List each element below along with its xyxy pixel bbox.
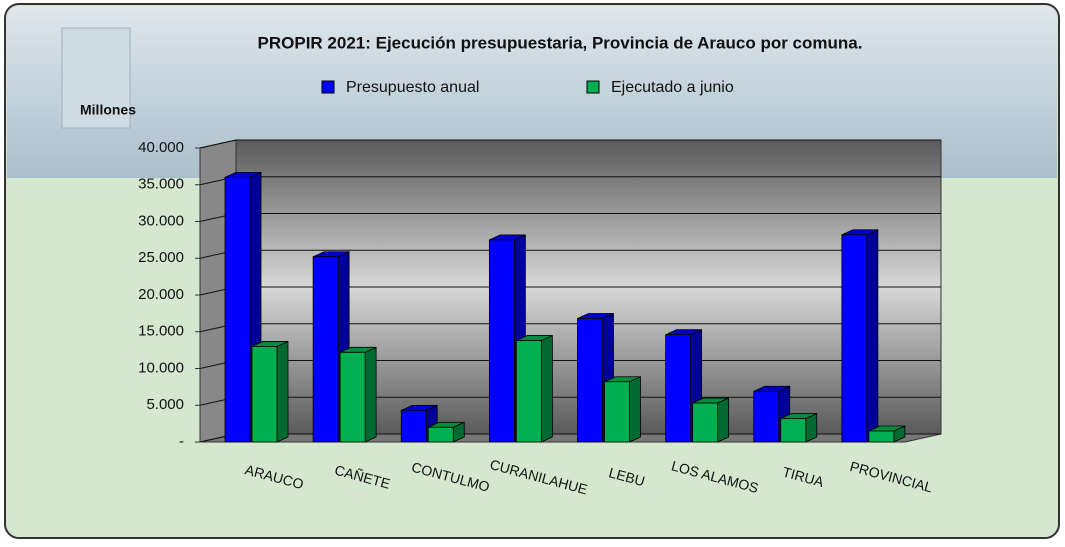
bar: [665, 334, 692, 443]
bar-side: [866, 229, 879, 443]
y-tick-label: 25.000: [138, 249, 184, 266]
legend-label: Presupuesto anual: [346, 79, 479, 96]
bar: [753, 390, 780, 443]
bar: [427, 426, 454, 443]
legend: Presupuesto anual Ejecutado a junio: [321, 79, 734, 96]
bar: [577, 318, 603, 443]
bar-side: [540, 334, 553, 443]
plot-area: - 5.000 10.000 15.000 20.000 25.000 30.000 35.0…: [138, 139, 942, 497]
y-tick-label: 40.000: [138, 139, 184, 156]
y-tick-label: 10.000: [138, 359, 184, 376]
bar-side: [629, 376, 641, 443]
bar: [251, 346, 278, 443]
y-tick-label: 15.000: [138, 323, 184, 340]
bar: [841, 234, 868, 443]
header-background: [7, 6, 1057, 178]
legend-swatch: [321, 80, 335, 94]
bar: [692, 402, 719, 443]
y-tick-label: 20.000: [138, 286, 184, 303]
floor: [199, 433, 942, 443]
y-tick-label: 35.000: [138, 176, 184, 193]
bar: [515, 340, 542, 443]
y-tick-label: -: [179, 433, 184, 450]
bar: [780, 418, 807, 443]
bar: [400, 409, 427, 443]
bar: [488, 239, 515, 443]
grid-line: [199, 139, 237, 149]
logo: [61, 27, 131, 129]
y-tick-label: 5.000: [146, 396, 184, 413]
bar: [312, 256, 339, 443]
legend-label: Ejecutado a junio: [611, 79, 734, 96]
legend-swatch: [586, 80, 600, 94]
bar-side: [717, 397, 730, 443]
bar: [604, 381, 630, 443]
bar: [868, 430, 895, 443]
y-tick-label: 30.000: [138, 212, 184, 229]
chart-title: PROPIR 2021: Ejecución presupuestaria, P…: [258, 33, 863, 52]
bar-side: [276, 340, 289, 443]
bar: [339, 351, 366, 443]
y-axis-label: Millones: [80, 102, 136, 118]
bar-side: [364, 346, 377, 443]
bar: [224, 176, 251, 443]
